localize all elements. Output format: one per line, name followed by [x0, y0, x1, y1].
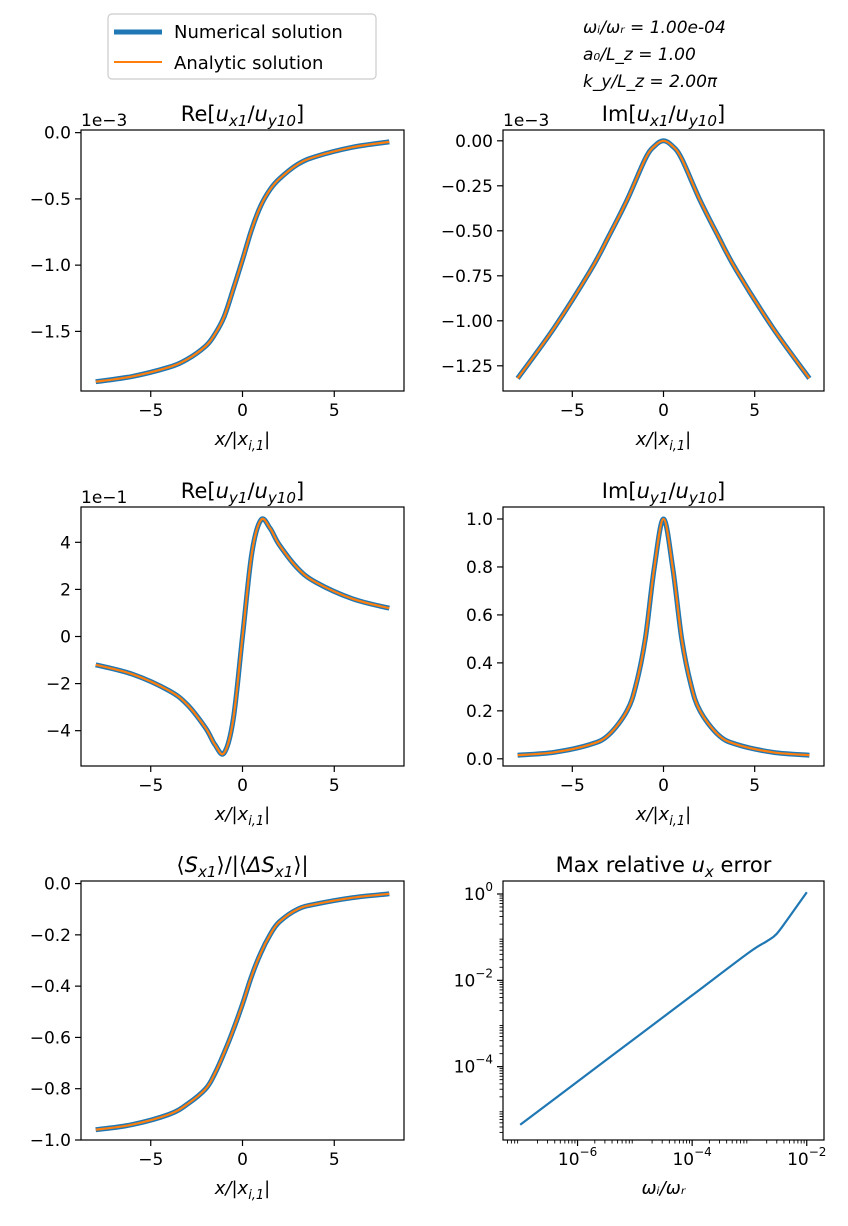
y-tick-label: −1.25: [441, 357, 493, 377]
x-tick-label: 10−6: [558, 1145, 597, 1170]
y-tick-label: −1.0: [30, 256, 71, 276]
x-axis-label: x/|xi,1​|: [214, 804, 270, 829]
axis-offset-label: 1e−3: [81, 111, 127, 131]
series-analytic-line: [516, 139, 811, 380]
x-tick-label: 5: [329, 1150, 340, 1170]
y-tick-label: −0.8: [30, 1080, 71, 1100]
y-tick-label: 0.2: [466, 702, 493, 722]
series-analytic-line: [95, 517, 390, 756]
legend-analytic-label: Analytic solution: [174, 53, 323, 74]
x-tick-label: 10−4: [672, 1145, 711, 1170]
x-tick-label: 5: [749, 776, 760, 796]
y-tick-label: −1.5: [30, 322, 71, 342]
plot-area: [95, 891, 390, 1133]
x-axis-label: x/|xi,1​|: [635, 429, 691, 454]
series-numerical-line: [519, 891, 808, 1126]
series-analytic-line: [517, 517, 810, 757]
x-tick-label: 0: [658, 401, 669, 421]
plot-area: [519, 891, 808, 1126]
x-tick-label: −5: [138, 1150, 163, 1170]
x-axis-label: x/|xi,1​|: [214, 1178, 270, 1203]
x-tick-label: 0: [237, 1150, 248, 1170]
chart-title: Im[ux1​/uy10​]: [602, 102, 725, 130]
x-tick-label: 10−2: [787, 1145, 826, 1170]
chart-title: ⟨Sx1​⟩/|⟨ΔSx1​⟩|: [176, 853, 308, 881]
x-axis-label: x/|xi,1​|: [214, 429, 270, 454]
y-tick-label: 4: [60, 533, 71, 553]
y-tick-label: 100: [464, 880, 493, 905]
x-tick-label: −5: [138, 776, 163, 796]
y-tick-label: 10−2: [454, 966, 493, 991]
series-numerical-line: [515, 138, 812, 380]
chart-max_error: 10−6 10−4 10−2 100 10−2 10−4 Max relative ux​ …: [454, 853, 827, 1199]
y-tick-label: 1.0: [466, 510, 493, 530]
y-tick-label: 2: [60, 580, 71, 600]
chart-title: Re[uy1​/uy10​]: [181, 479, 304, 507]
plot-area: [95, 516, 390, 757]
x-tick-label: 5: [749, 401, 760, 421]
y-tick-label: 0.0: [466, 750, 493, 770]
param-ky: k_y/L_z = 2.00π: [583, 72, 718, 92]
plot-area: [95, 139, 390, 385]
y-tick-label: 0.6: [466, 606, 493, 626]
y-tick-label: 0.8: [466, 558, 493, 578]
y-tick-label: 0.00: [455, 132, 493, 152]
axis-offset-label: 1e−3: [503, 111, 549, 131]
chart-re_uy: −5 0 5 4 2 0 −2 −4 1e−1 Re[uy1​/uy10​] x/|xi,1​|: [46, 479, 405, 829]
axes-frame: [502, 129, 825, 392]
series-numerical-line: [95, 891, 390, 1133]
chart-im_ux: −5 0 5 0.00 −0.25 −0.50 −0.75 −1.00 −1.25 1e−3 Im[…: [441, 102, 825, 454]
plot-area: [515, 138, 812, 380]
y-tick-label: 10−4: [454, 1053, 493, 1078]
legend-numerical-label: Numerical solution: [174, 22, 343, 43]
x-axis-label: x/|xi,1​|: [635, 804, 691, 829]
plot-area: [517, 516, 810, 758]
param-a0: a₀/L_z = 1.00: [583, 45, 696, 65]
x-tick-label: 5: [329, 776, 340, 796]
y-tick-label: −0.50: [441, 222, 493, 242]
x-tick-label: 5: [329, 401, 340, 421]
y-tick-label: −1.0: [30, 1131, 71, 1151]
chart-title: Im[uy1​/uy10​]: [602, 479, 725, 507]
y-tick-label: 0.4: [466, 654, 493, 674]
legend-frame: [107, 13, 377, 80]
series-analytic-line: [95, 140, 390, 383]
x-tick-label: −5: [138, 401, 163, 421]
y-tick-label: −4: [46, 722, 71, 742]
chart-title: Max relative ux​ error: [556, 853, 772, 881]
chart-re_ux: −5 0 5 0.0 −0.5 −1.0 −1.5 1e−3 Re[ux1​/uy10​] x/|…: [30, 102, 405, 454]
y-tick-label: −0.2: [30, 926, 71, 946]
y-tick-label: −0.6: [30, 1028, 71, 1048]
param-omega: ωᵢ/ωᵣ = 1.00e-04: [583, 18, 726, 38]
series-numerical-line: [517, 516, 810, 758]
y-tick-label: 0: [60, 628, 71, 648]
x-tick-label: 0: [237, 401, 248, 421]
series-analytic-line: [95, 892, 390, 1131]
axis-offset-label: 1e−1: [81, 488, 127, 508]
y-tick-label: −0.4: [30, 977, 71, 997]
chart-im_uy: −5 0 5 0.0 0.2 0.4 0.6 0.8 1.0 Im[uy1​/uy10​] x/|x…: [466, 479, 825, 829]
chart-poynting: −5 0 5 0.0 −0.2 −0.4 −0.6 −0.8 −1.0 ⟨Sx1​⟩/|⟨ΔSx1…: [30, 853, 405, 1203]
y-tick-label: −1.00: [441, 312, 493, 332]
y-tick-label: −2: [46, 675, 71, 695]
y-tick-label: −0.75: [441, 267, 493, 287]
y-tick-label: −0.5: [30, 190, 71, 210]
x-tick-label: 0: [658, 776, 669, 796]
y-tick-label: −0.25: [441, 177, 493, 197]
y-tick-label: 0.0: [44, 875, 71, 895]
x-tick-label: −5: [560, 776, 585, 796]
legend: Numerical solution Analytic solution: [107, 13, 377, 80]
x-tick-label: −5: [560, 401, 585, 421]
axes-frame: [502, 506, 825, 767]
parameters: ωᵢ/ωᵣ = 1.00e-04 a₀/L_z = 1.00 k_y/L_z =…: [583, 18, 726, 92]
y-tick-label: 0.0: [44, 124, 71, 144]
x-tick-label: 0: [237, 776, 248, 796]
x-axis-label: ωᵢ/ωᵣ: [641, 1178, 686, 1199]
chart-title: Re[ux1​/uy10​]: [181, 102, 304, 130]
